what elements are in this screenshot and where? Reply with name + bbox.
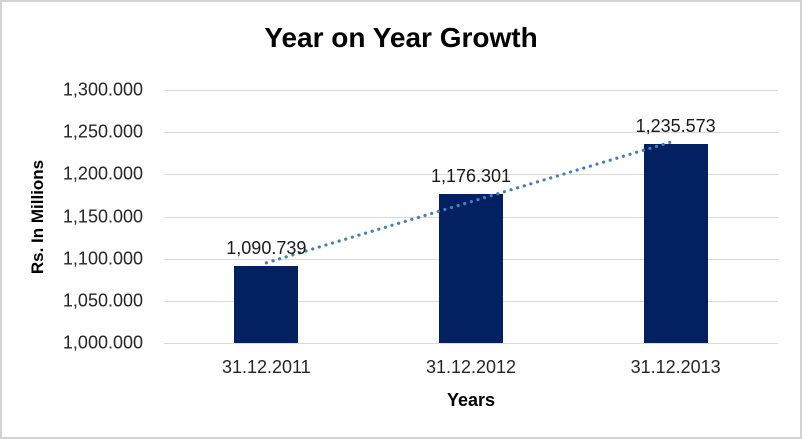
gridline: [164, 174, 778, 176]
x-tick-label: 31.12.2012: [425, 357, 517, 377]
plot-area: [164, 90, 778, 344]
y-tick-label: 1,150.000: [62, 206, 143, 226]
x-tick-label: 31.12.2013: [630, 357, 721, 377]
bar-data-label: 1,090.739: [226, 238, 307, 259]
y-tick-label: 1,050.000: [62, 290, 143, 311]
x-axis-title: Years: [446, 390, 496, 410]
gridline: [164, 343, 778, 344]
bar-data-label: 1,235.573: [635, 116, 716, 137]
bar-31.12.2012: [439, 194, 503, 343]
y-tick-label: 1,200.000: [62, 163, 143, 184]
bar-31.12.2011: [234, 266, 299, 343]
y-tick-label: 1,300.000: [62, 79, 143, 100]
y-tick-label: 1,000.000: [62, 332, 143, 353]
bar-data-label: 1,176.301: [430, 166, 512, 187]
bar-31.12.2013: [643, 144, 708, 343]
y-tick-label: 1,250.000: [62, 121, 143, 142]
chart-title: Year on Year Growth: [264, 22, 538, 53]
gridline: [164, 132, 778, 134]
gridline: [164, 90, 778, 91]
trendline-path: [264, 139, 678, 265]
x-tick-label: 31.12.2011: [221, 357, 311, 377]
trendline: [264, 139, 678, 265]
y-tick-label: 1,100.000: [62, 248, 143, 269]
